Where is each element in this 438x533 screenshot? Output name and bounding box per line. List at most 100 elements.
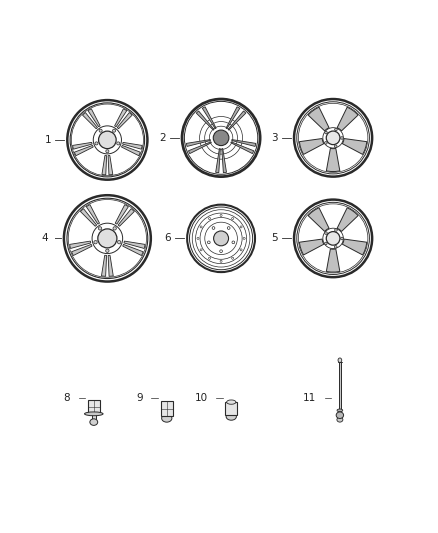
- Polygon shape: [70, 241, 91, 248]
- Ellipse shape: [341, 136, 343, 139]
- Polygon shape: [308, 208, 329, 231]
- Polygon shape: [226, 107, 240, 128]
- Ellipse shape: [213, 130, 229, 146]
- Ellipse shape: [338, 358, 342, 362]
- Text: 10: 10: [194, 393, 208, 403]
- Ellipse shape: [106, 249, 109, 253]
- Ellipse shape: [240, 249, 242, 251]
- Ellipse shape: [220, 260, 222, 262]
- Ellipse shape: [90, 419, 98, 425]
- Polygon shape: [299, 239, 324, 255]
- Ellipse shape: [243, 237, 245, 239]
- Ellipse shape: [106, 150, 109, 153]
- Polygon shape: [215, 149, 220, 173]
- Ellipse shape: [337, 409, 343, 412]
- Ellipse shape: [95, 142, 98, 145]
- Text: 1: 1: [44, 135, 51, 145]
- Ellipse shape: [325, 131, 327, 134]
- Ellipse shape: [326, 131, 340, 144]
- Bar: [339, 362, 341, 410]
- Polygon shape: [222, 149, 226, 173]
- Ellipse shape: [70, 103, 145, 177]
- Polygon shape: [337, 107, 358, 131]
- Polygon shape: [123, 142, 142, 149]
- Polygon shape: [82, 112, 98, 128]
- Ellipse shape: [220, 214, 222, 216]
- Ellipse shape: [323, 127, 343, 148]
- FancyBboxPatch shape: [225, 402, 237, 415]
- Ellipse shape: [335, 145, 337, 148]
- Polygon shape: [74, 146, 93, 156]
- Polygon shape: [326, 249, 340, 272]
- Polygon shape: [118, 209, 134, 227]
- Text: 11: 11: [303, 393, 316, 403]
- Text: 8: 8: [64, 393, 70, 403]
- Polygon shape: [308, 107, 329, 131]
- Ellipse shape: [325, 142, 327, 144]
- Polygon shape: [196, 111, 214, 130]
- Ellipse shape: [94, 240, 97, 244]
- Ellipse shape: [208, 241, 210, 244]
- FancyBboxPatch shape: [161, 401, 173, 416]
- Ellipse shape: [208, 257, 211, 259]
- Polygon shape: [81, 209, 97, 227]
- Ellipse shape: [232, 217, 233, 220]
- Polygon shape: [117, 112, 132, 128]
- Polygon shape: [299, 139, 324, 155]
- Ellipse shape: [326, 232, 340, 245]
- Polygon shape: [202, 107, 216, 128]
- Polygon shape: [228, 111, 246, 130]
- Text: 6: 6: [164, 233, 171, 244]
- Polygon shape: [108, 255, 113, 276]
- Ellipse shape: [162, 414, 172, 422]
- Polygon shape: [73, 142, 92, 149]
- Polygon shape: [102, 156, 106, 175]
- Ellipse shape: [325, 232, 327, 235]
- Ellipse shape: [98, 229, 117, 248]
- Ellipse shape: [113, 129, 116, 132]
- Polygon shape: [71, 245, 92, 255]
- Polygon shape: [108, 156, 113, 175]
- Ellipse shape: [212, 227, 215, 229]
- Text: 5: 5: [271, 233, 278, 244]
- Polygon shape: [187, 140, 211, 147]
- Ellipse shape: [214, 231, 229, 246]
- Polygon shape: [232, 140, 256, 147]
- Ellipse shape: [200, 226, 202, 228]
- Ellipse shape: [200, 249, 202, 251]
- Ellipse shape: [220, 250, 223, 253]
- Ellipse shape: [117, 240, 121, 244]
- Polygon shape: [121, 146, 140, 156]
- Polygon shape: [326, 148, 340, 172]
- Ellipse shape: [117, 142, 120, 145]
- Ellipse shape: [232, 257, 233, 259]
- Ellipse shape: [325, 242, 327, 245]
- Polygon shape: [188, 142, 211, 154]
- Ellipse shape: [99, 131, 116, 149]
- Polygon shape: [115, 109, 127, 127]
- Polygon shape: [231, 142, 254, 154]
- Ellipse shape: [323, 228, 343, 248]
- Polygon shape: [343, 239, 367, 255]
- Polygon shape: [123, 245, 143, 255]
- Text: 2: 2: [159, 133, 166, 143]
- Ellipse shape: [336, 412, 343, 418]
- Ellipse shape: [93, 126, 121, 154]
- Ellipse shape: [67, 198, 148, 279]
- Text: 3: 3: [271, 133, 278, 143]
- Text: 9: 9: [136, 393, 143, 403]
- Bar: [92, 413, 96, 424]
- Polygon shape: [115, 205, 128, 224]
- Polygon shape: [86, 205, 99, 224]
- Ellipse shape: [99, 129, 102, 132]
- Polygon shape: [88, 109, 100, 127]
- Ellipse shape: [335, 229, 337, 231]
- Ellipse shape: [184, 101, 258, 174]
- Ellipse shape: [197, 237, 199, 239]
- Polygon shape: [124, 241, 145, 248]
- Polygon shape: [102, 255, 106, 276]
- Ellipse shape: [227, 227, 230, 229]
- Ellipse shape: [85, 412, 103, 416]
- Ellipse shape: [113, 227, 117, 230]
- Polygon shape: [343, 139, 367, 155]
